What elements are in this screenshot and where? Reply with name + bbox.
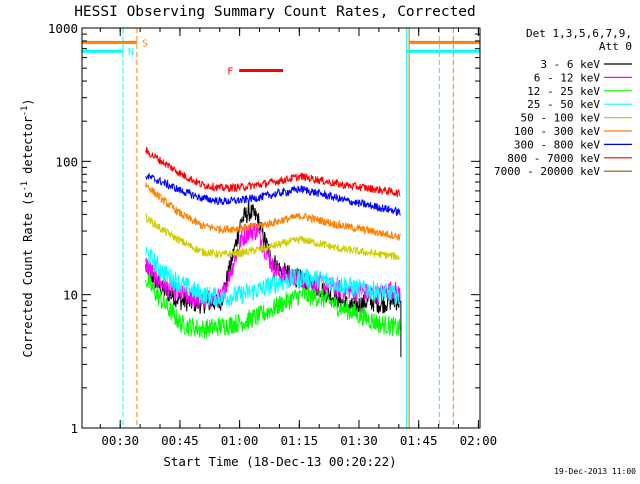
x-tick-label: 00:30 [101,433,139,448]
legend-label: 6 - 12 keV [534,71,601,84]
legend-title-line: Det 1,3,5,6,7,9, [526,27,632,40]
legend-label: 3 - 6 keV [540,58,600,71]
y-axis-label-exponent: -1 [20,106,30,116]
y-axis-label-part: detector [21,116,35,181]
footer-timestamp: 19-Dec-2013 11:00 [554,467,636,476]
x-tick-label: 00:45 [161,433,199,448]
y-axis-label: Corrected Count Rate (s-1 detector-1) [20,99,35,358]
x-axis-label: Start Time (18-Dec-13 00:20:22) [163,454,396,469]
flag-label: N [128,47,134,58]
chart-title: HESSI Observing Summary Count Rates, Cor… [74,4,476,20]
y-tick-label: 100 [55,154,78,169]
plot-area: SN F [82,28,480,428]
y-axis-label-part: Corrected Count Rate (s [21,191,35,357]
axes: 00:30 00:45 01:00 01:15 01:30 01:45 02:00 1 10 10… [48,21,497,448]
x-tick-label: 02:00 [460,433,498,448]
legend-label: 7000 - 20000 keV [494,165,600,178]
series-line [145,146,401,198]
legend-label: 300 - 800 keV [514,138,600,151]
y-tick-label: 10 [63,288,78,303]
series-line [145,212,401,261]
legend-label: 100 - 300 keV [514,125,600,138]
legend-title-line: Att 0 [599,40,632,53]
series-line [145,182,401,241]
y-tick-label: 1000 [48,21,78,36]
legend-label: 50 - 100 keV [521,112,601,125]
y-tick-label: 1 [70,421,78,436]
legend-label: 12 - 25 keV [527,85,600,98]
series-line [145,246,401,307]
flag-label: S [142,38,148,49]
legend-label: 25 - 50 keV [527,98,600,111]
y-axis-label-part: ) [21,99,35,106]
x-tick-label: 01:30 [340,433,378,448]
plot-frame [81,27,481,429]
y-axis-label-exponent: -1 [20,181,30,191]
legend-label: 800 - 7000 keV [507,152,600,165]
series-line [145,274,401,339]
series-line [145,173,401,216]
flag-label: F [227,67,233,78]
x-tick-label: 01:15 [280,433,318,448]
x-tick-label: 01:00 [221,433,259,448]
x-tick-label: 01:45 [400,433,438,448]
